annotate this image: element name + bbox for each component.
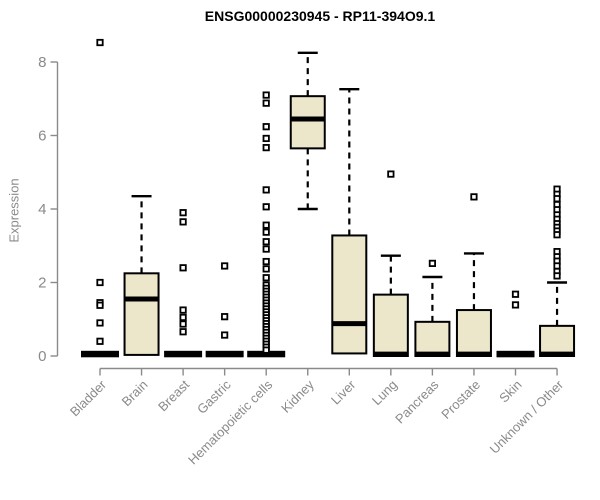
collapsed-box-bar bbox=[205, 350, 244, 358]
x-tick-label: Liver bbox=[328, 377, 359, 408]
x-tick-label: Brain bbox=[119, 377, 151, 409]
outlier-point bbox=[262, 221, 270, 229]
outlier-point bbox=[179, 328, 187, 336]
x-tick-label: Prostate bbox=[438, 377, 483, 422]
outlier-point bbox=[96, 337, 104, 345]
x-tick-label: Kidney bbox=[278, 377, 317, 416]
outlier-point bbox=[96, 278, 104, 287]
outlier-point bbox=[96, 319, 104, 327]
outlier-point bbox=[262, 186, 270, 194]
outlier-point bbox=[221, 331, 229, 339]
outlier-point bbox=[179, 218, 187, 226]
x-tick-label: Pancreas bbox=[392, 377, 442, 427]
y-tick-label: 8 bbox=[38, 54, 46, 71]
outlier-point bbox=[221, 313, 229, 321]
outlier-point bbox=[179, 264, 187, 272]
collapsed-box-bar bbox=[496, 350, 535, 358]
outlier-point bbox=[262, 346, 270, 354]
outlier-point bbox=[553, 195, 561, 203]
outlier-point bbox=[262, 123, 270, 131]
outlier-point bbox=[262, 245, 270, 253]
x-tick-label: Skin bbox=[496, 377, 524, 405]
x-tick-label: Bladder bbox=[67, 377, 110, 420]
outlier-point bbox=[262, 99, 270, 107]
outlier-point bbox=[262, 134, 270, 143]
outlier-point bbox=[262, 203, 270, 211]
box bbox=[539, 324, 576, 357]
outlier-point bbox=[262, 238, 270, 246]
x-tick-label: Lung bbox=[369, 377, 400, 408]
outlier-point bbox=[387, 170, 395, 178]
outlier-point bbox=[179, 209, 187, 217]
y-tick-label: 0 bbox=[38, 348, 46, 365]
collapsed-box-bar bbox=[164, 350, 203, 358]
outlier-point bbox=[179, 306, 187, 314]
outlier-point bbox=[221, 262, 229, 270]
y-tick-label: 2 bbox=[38, 275, 46, 292]
box bbox=[331, 234, 368, 355]
outlier-point bbox=[262, 257, 270, 266]
outlier-point bbox=[428, 259, 437, 267]
outlier-point bbox=[262, 265, 270, 273]
outlier-point bbox=[511, 290, 520, 298]
y-tick-label: 4 bbox=[38, 201, 46, 218]
outlier-point bbox=[470, 193, 478, 201]
chart-title: ENSG00000230945 - RP11-394O9.1 bbox=[204, 8, 436, 24]
outlier-point bbox=[553, 231, 561, 239]
outlier-point bbox=[511, 301, 520, 309]
outlier-point bbox=[179, 313, 187, 322]
outlier-point bbox=[262, 91, 270, 99]
outlier-point bbox=[262, 144, 270, 152]
outlier-point bbox=[553, 262, 561, 270]
box bbox=[414, 320, 451, 358]
x-tick-label: Breast bbox=[155, 377, 192, 414]
outlier-point bbox=[96, 301, 104, 309]
x-tick-label: Gastric bbox=[194, 377, 234, 417]
outlier-point bbox=[553, 272, 561, 280]
box bbox=[289, 95, 326, 150]
box bbox=[455, 309, 492, 357]
x-tick-label: Unknown / Other bbox=[487, 377, 567, 457]
box bbox=[372, 293, 409, 358]
outlier-point bbox=[96, 38, 104, 47]
box bbox=[123, 272, 160, 356]
outlier-point bbox=[179, 320, 187, 328]
collapsed-box-bar bbox=[81, 350, 119, 358]
outlier-point bbox=[262, 228, 270, 236]
collapsed-box-bar bbox=[247, 350, 286, 358]
y-tick-label: 6 bbox=[38, 128, 46, 145]
outlier-point bbox=[262, 274, 270, 282]
